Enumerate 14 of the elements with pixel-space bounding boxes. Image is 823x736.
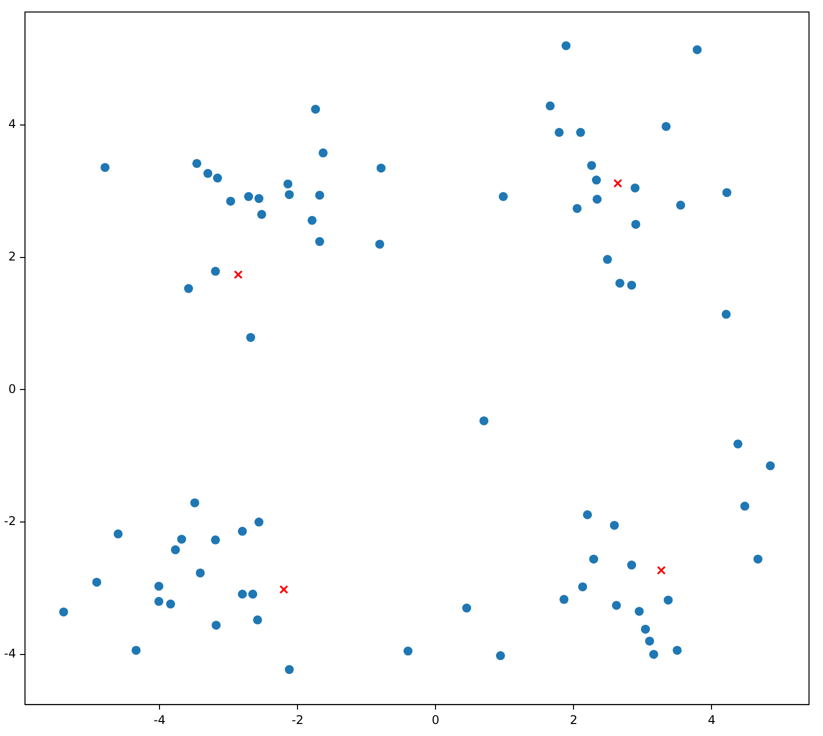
y-tick-label: 2 <box>8 250 16 264</box>
x-tick-label: 0 <box>432 712 440 727</box>
x-tick-label: -2 <box>292 712 304 727</box>
y-tick-label: 0 <box>8 382 16 396</box>
point <box>656 566 666 575</box>
x-tick-label: 4 <box>708 712 716 727</box>
point <box>234 270 243 280</box>
x-tick-label: 2 <box>570 712 578 727</box>
point <box>613 178 622 188</box>
point <box>279 585 288 594</box>
y-tick-label: -4 <box>4 646 16 660</box>
y-tick-label: 4 <box>8 117 16 132</box>
x-tick-label: -4 <box>154 712 166 727</box>
y-tick-label: -2 <box>4 514 16 528</box>
